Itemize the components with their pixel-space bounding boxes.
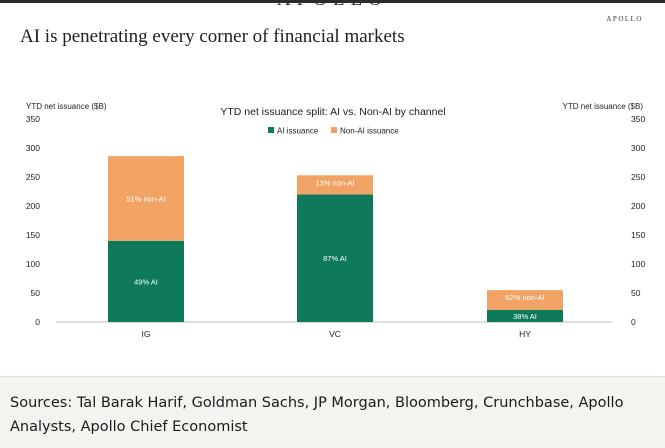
chart-title: YTD net issuance split: AI vs. Non-AI by… xyxy=(220,106,445,118)
bar-data-label: 38% AI xyxy=(513,312,537,321)
bar-data-label: 49% AI xyxy=(134,277,158,286)
bar-data-label: 87% AI xyxy=(323,254,347,263)
y-tick-label-left: 150 xyxy=(26,230,40,240)
masthead-logo: APOLLO xyxy=(0,0,665,11)
y-tick-label-left: 200 xyxy=(26,201,40,211)
y-tick-label-left: 250 xyxy=(26,172,40,182)
bar-segment xyxy=(297,175,373,195)
y-tick-label-right: 50 xyxy=(631,288,641,298)
legend-swatch xyxy=(268,127,274,133)
chart-legend: AI issuance Non-AI issuance xyxy=(268,127,399,136)
sources-footer: Sources: Tal Barak Harif, Goldman Sachs,… xyxy=(0,376,665,448)
y-tick-label-right: 150 xyxy=(631,230,645,240)
brand-logo: APOLLO xyxy=(606,15,643,23)
x-tick-label: HY xyxy=(519,329,531,339)
bar-segment xyxy=(108,156,184,241)
y-tick-label-right: 250 xyxy=(631,172,645,182)
y-tick-label-right: 100 xyxy=(631,259,645,269)
bar-segment xyxy=(297,194,373,322)
y-tick-label-right: 300 xyxy=(631,143,645,153)
y-tick-label-right: 0 xyxy=(631,317,636,327)
bar-segment xyxy=(487,290,563,310)
bar-segment xyxy=(487,309,563,322)
page-title: AI is penetrating every corner of financ… xyxy=(20,26,405,47)
y-tick-label-left: 100 xyxy=(26,259,40,269)
y-tick-label-left: 350 xyxy=(26,114,40,124)
x-tick-label: IG xyxy=(142,329,151,339)
bar-data-label: 62% non-AI xyxy=(505,293,544,302)
legend-swatch xyxy=(331,127,337,133)
sources-text: Sources: Tal Barak Harif, Goldman Sachs,… xyxy=(10,395,624,435)
chart-bars: 49% AI 51% non-AI 87% AI 13% non-AI 38% AI 62… xyxy=(108,156,563,322)
bar-data-label: 13% non-AI xyxy=(315,178,354,187)
y-tick-label-right: 350 xyxy=(631,114,645,124)
stacked-bar-chart: YTD net issuance split: AI vs. Non-AI by… xyxy=(26,102,646,339)
legend-label: AI issuance xyxy=(277,127,319,136)
bar-data-label: 51% non-AI xyxy=(126,194,165,203)
y-tick-label-right: 200 xyxy=(631,201,645,211)
x-tick-label: VC xyxy=(329,329,341,339)
y-tick-label-left: 300 xyxy=(26,143,40,153)
bar-segment xyxy=(108,240,184,322)
y-tick-label-left: 0 xyxy=(35,317,40,327)
y-axis-label-right: YTD net issuance ($B) xyxy=(563,102,644,111)
y-tick-label-left: 50 xyxy=(31,288,41,298)
top-rule xyxy=(0,0,665,3)
y-axis-label-left: YTD net issuance ($B) xyxy=(26,102,107,111)
legend-label: Non-AI issuance xyxy=(340,127,399,136)
